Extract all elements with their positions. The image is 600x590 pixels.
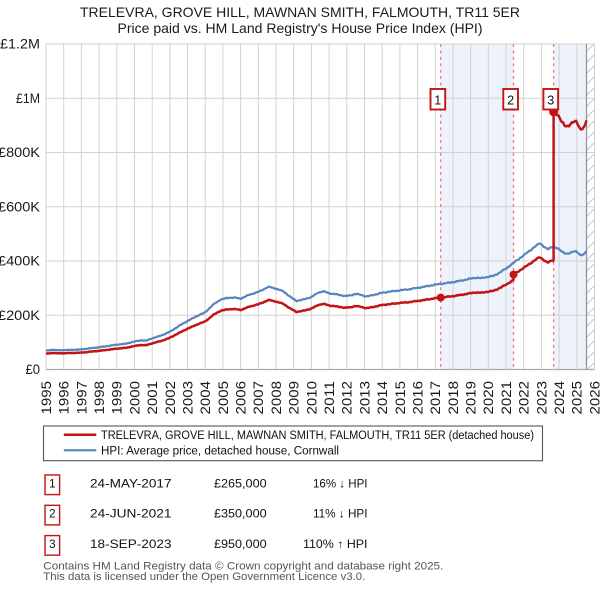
svg-text:1: 1 (434, 93, 441, 107)
svg-text:2001: 2001 (145, 381, 160, 415)
svg-text:£0: £0 (26, 362, 41, 377)
svg-text:24-JUN-2021: 24-JUN-2021 (90, 508, 172, 521)
svg-text:£350,000: £350,000 (214, 508, 267, 521)
svg-text:2005: 2005 (216, 381, 231, 415)
svg-text:£1.2M: £1.2M (0, 37, 40, 52)
svg-text:2024: 2024 (552, 380, 567, 414)
svg-text:2020: 2020 (481, 381, 496, 415)
svg-text:2022: 2022 (517, 381, 532, 415)
svg-text:£800K: £800K (0, 145, 40, 160)
svg-text:£400K: £400K (0, 254, 40, 269)
svg-text:1995: 1995 (39, 381, 54, 415)
svg-text:Price paid vs. HM Land Registr: Price paid vs. HM Land Registry's House … (118, 21, 483, 36)
svg-text:2: 2 (49, 508, 55, 521)
svg-text:2: 2 (507, 93, 514, 107)
svg-text:3: 3 (547, 93, 554, 107)
svg-text:2018: 2018 (446, 381, 461, 415)
svg-text:2011: 2011 (322, 381, 337, 415)
svg-text:2026: 2026 (587, 381, 600, 415)
svg-text:2016: 2016 (411, 381, 426, 415)
svg-text:£1M: £1M (16, 91, 40, 106)
svg-text:TRELEVRA, GROVE HILL, MAWNAN S: TRELEVRA, GROVE HILL, MAWNAN SMITH, FALM… (80, 5, 520, 20)
svg-text:£600K: £600K (0, 199, 40, 214)
svg-text:2003: 2003 (180, 381, 195, 415)
svg-text:2010: 2010 (304, 381, 319, 415)
svg-text:2023: 2023 (534, 381, 549, 415)
svg-text:1997: 1997 (74, 381, 89, 415)
svg-text:16% ↓ HPI: 16% ↓ HPI (313, 477, 368, 490)
svg-text:11% ↓ HPI: 11% ↓ HPI (313, 508, 368, 521)
svg-text:2006: 2006 (234, 381, 249, 415)
svg-text:2017: 2017 (428, 381, 443, 415)
svg-text:2002: 2002 (163, 381, 178, 415)
svg-text:1996: 1996 (57, 381, 72, 415)
svg-text:2009: 2009 (287, 381, 302, 415)
svg-text:1998: 1998 (92, 381, 107, 415)
svg-text:2008: 2008 (269, 381, 284, 415)
svg-text:2015: 2015 (393, 381, 408, 415)
svg-text:£950,000: £950,000 (214, 538, 267, 551)
svg-text:£265,000: £265,000 (214, 477, 267, 490)
svg-text:2004: 2004 (198, 380, 213, 414)
svg-text:3: 3 (49, 538, 55, 551)
svg-text:This data is licensed under th: This data is licensed under the Open Gov… (43, 571, 365, 583)
svg-text:HPI: Average price, detached h: HPI: Average price, detached house, Corn… (101, 443, 339, 457)
svg-text:2000: 2000 (127, 381, 142, 415)
svg-text:18-SEP-2023: 18-SEP-2023 (90, 538, 172, 551)
svg-text:2025: 2025 (570, 381, 585, 415)
svg-text:TRELEVRA, GROVE HILL, MAWNAN S: TRELEVRA, GROVE HILL, MAWNAN SMITH, FALM… (101, 428, 534, 442)
svg-text:2012: 2012 (340, 381, 355, 415)
svg-text:2019: 2019 (464, 381, 479, 415)
svg-text:£200K: £200K (0, 308, 40, 323)
svg-text:2013: 2013 (357, 381, 372, 415)
svg-text:2021: 2021 (499, 381, 514, 415)
svg-text:24-MAY-2017: 24-MAY-2017 (90, 477, 172, 490)
svg-text:1999: 1999 (110, 381, 125, 415)
svg-text:2014: 2014 (375, 380, 390, 414)
svg-text:Contains HM Land Registry data: Contains HM Land Registry data © Crown c… (43, 560, 443, 572)
svg-text:1: 1 (49, 477, 55, 490)
svg-text:110% ↑ HPI: 110% ↑ HPI (303, 538, 368, 551)
svg-text:2007: 2007 (251, 381, 266, 415)
